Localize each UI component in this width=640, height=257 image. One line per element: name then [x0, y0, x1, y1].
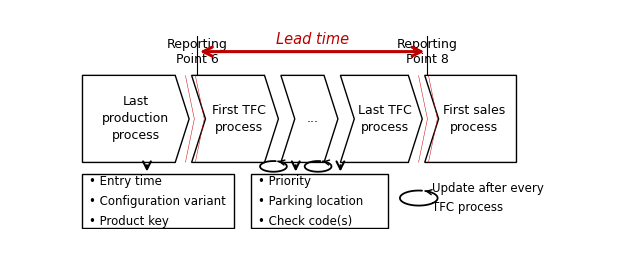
Polygon shape	[425, 75, 516, 162]
Text: Update after every
TFC process: Update after every TFC process	[432, 182, 544, 214]
Text: Lead time: Lead time	[276, 32, 349, 47]
Polygon shape	[83, 75, 189, 162]
Polygon shape	[185, 75, 195, 162]
Text: Reporting
Point 8: Reporting Point 8	[397, 38, 458, 66]
FancyBboxPatch shape	[251, 174, 388, 228]
Polygon shape	[419, 75, 428, 162]
Polygon shape	[191, 75, 278, 162]
Polygon shape	[195, 75, 205, 162]
Polygon shape	[281, 75, 338, 162]
Polygon shape	[428, 75, 438, 162]
Text: • Entry time
• Configuration variant
• Product key: • Entry time • Configuration variant • P…	[90, 175, 227, 227]
FancyBboxPatch shape	[83, 174, 234, 228]
Text: Reporting
Point 6: Reporting Point 6	[166, 38, 227, 66]
Text: First sales
process: First sales process	[443, 104, 505, 134]
Text: Last TFC
process: Last TFC process	[358, 104, 412, 134]
Text: ...: ...	[307, 112, 319, 125]
Polygon shape	[340, 75, 422, 162]
Text: Last
production
process: Last production process	[102, 95, 170, 142]
Text: First TFC
process: First TFC process	[212, 104, 266, 134]
Text: • Priority
• Parking location
• Check code(s): • Priority • Parking location • Check co…	[258, 175, 364, 227]
